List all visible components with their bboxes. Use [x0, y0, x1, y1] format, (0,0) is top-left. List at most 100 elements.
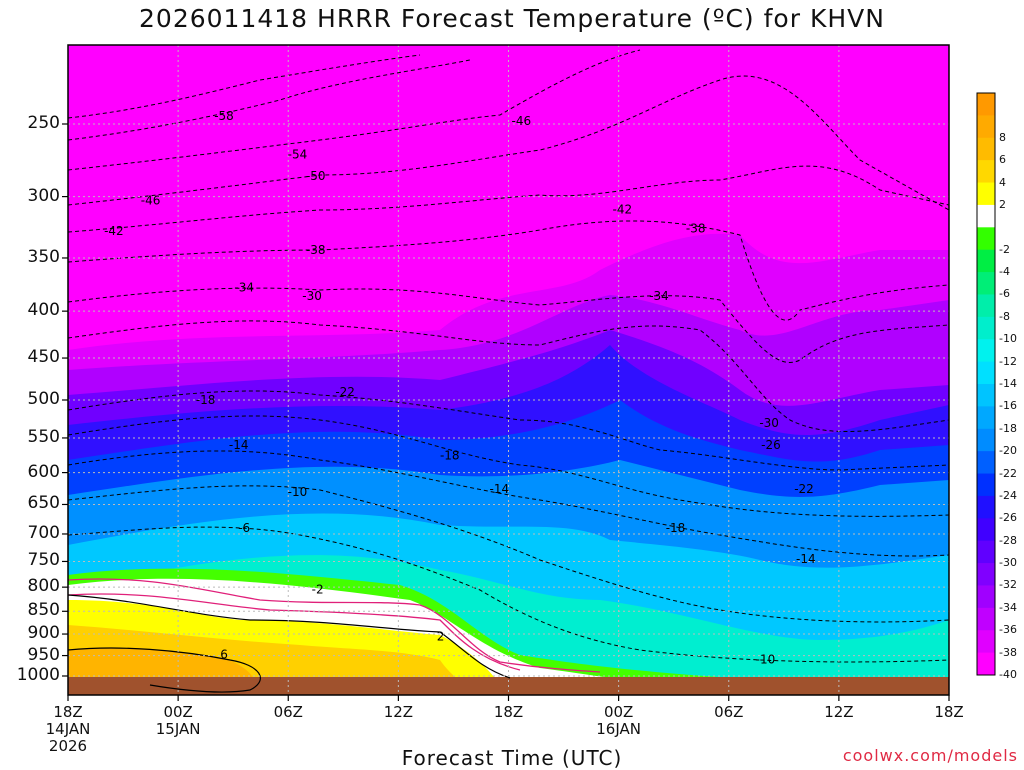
grid-lines [68, 45, 949, 695]
colorbar-label: -12 [999, 354, 1017, 368]
x-tick-label: 00Z 16JAN [579, 704, 659, 738]
plus2-contour [68, 594, 511, 679]
contour-label: -30 [302, 289, 322, 303]
colorbar-label: -38 [999, 645, 1017, 659]
y-tick-label: 550 [27, 426, 60, 447]
credit-link[interactable]: coolwx.com/models [842, 746, 1018, 765]
y-tick-label: 400 [27, 300, 60, 321]
temperature-contours [68, 49, 949, 663]
colorbar-swatch [977, 585, 995, 609]
plus6-contour [68, 647, 261, 693]
y-tick-label: 700 [27, 522, 60, 543]
x-tick-label: 00Z [163, 703, 193, 721]
contour-label: -38 [686, 221, 706, 235]
x-tick-label: 12Z [799, 704, 879, 721]
colorbar-swatch [977, 563, 995, 586]
contour-label: -54 [288, 148, 308, 162]
contour-label: -58 [214, 109, 234, 123]
x-tick-label: 12Z [824, 703, 854, 721]
colorbar-swatch [977, 249, 995, 273]
y-tick-label: 650 [27, 493, 60, 514]
y-tick-label: 750 [27, 550, 60, 571]
freezing-line [68, 578, 601, 673]
contour-label: -42 [612, 203, 632, 217]
x-tick-label: 00Z [603, 703, 634, 721]
colorbar-swatch [977, 406, 995, 430]
colorbar-label: -10 [999, 332, 1017, 346]
colorbar-label: -8 [999, 309, 1010, 323]
colorbar-swatch [977, 294, 995, 318]
contour-label: -14 [229, 438, 249, 452]
colorbar-label: 8 [999, 130, 1006, 144]
y-tick-label: 300 [27, 185, 60, 206]
y-ticks [62, 123, 68, 677]
x-tick-label: 18Z [53, 703, 83, 721]
colorbar-swatch [977, 495, 995, 519]
contour-label: -18 [666, 521, 686, 535]
colorbar-label: -18 [999, 421, 1017, 435]
x-tick-label: 12Z [383, 703, 414, 721]
colorbar-label: -24 [999, 488, 1017, 502]
x-tick-label: 00Z 15JAN [138, 704, 218, 738]
colorbar-label: -40 [999, 668, 1017, 681]
x-tick-label: 18Z [493, 703, 524, 721]
colorbar-label: -26 [999, 511, 1017, 525]
contour-label: -30 [759, 416, 779, 430]
contour-label: -18 [196, 393, 216, 407]
contour-label: -6 [238, 521, 250, 535]
colorbar-frame [976, 92, 996, 676]
colorbar-label: -28 [999, 533, 1017, 547]
colorbar-label: -32 [999, 578, 1017, 592]
contour-label: -14 [796, 552, 816, 566]
colorbar-swatch [977, 115, 995, 139]
colorbar-label: -4 [999, 265, 1010, 279]
contour-label: -42 [104, 224, 124, 238]
y-tick-label: 800 [27, 576, 60, 597]
x-ticks [67, 695, 950, 701]
y-tick-label: 1000 [16, 665, 60, 685]
colorbar-label: -6 [999, 287, 1010, 301]
contour-label: -26 [761, 438, 781, 452]
y-tick-label: 250 [27, 113, 60, 133]
x-tick-label: 06Z [689, 704, 769, 721]
colorbar-label: -14 [999, 377, 1017, 390]
contour-label: -22 [794, 482, 814, 496]
colorbar-swatch [977, 160, 995, 184]
x-tick-label: 06Z [714, 703, 744, 721]
x-tick-label: 12Z [358, 704, 438, 721]
colorbar-swatch [977, 451, 995, 475]
x-tick-sub1: 15JAN [155, 720, 201, 738]
colorbar-label: -20 [999, 444, 1017, 458]
colorbar-label: -34 [999, 600, 1017, 614]
colorbar-label: 4 [999, 175, 1006, 189]
colorbar-label: -36 [999, 623, 1017, 637]
colorbar-swatch [977, 607, 995, 631]
colorbar-swatch [977, 518, 995, 542]
colorbar-label: -2 [999, 242, 1010, 256]
colorbar-swatch [977, 272, 995, 295]
contour-label: -10 [756, 653, 776, 667]
contour-label: -46 [512, 114, 532, 128]
x-tick-sub1: 14JAN [45, 720, 91, 738]
y-tick-label: 950 [27, 644, 60, 665]
contour-label: -34 [234, 281, 254, 295]
x-tick-sub1: 16JAN [596, 720, 641, 738]
colorbar-swatch [977, 540, 995, 564]
colorbar [976, 92, 996, 676]
x-tick-label: 06Z [273, 703, 303, 721]
colorbar-label: -16 [999, 399, 1017, 413]
colorbar-swatch [977, 361, 995, 385]
contour-label: -10 [288, 485, 308, 499]
x-tick-label: 18Z 14JAN 2026 [28, 704, 108, 755]
colorbar-swatch [977, 384, 995, 407]
contour-label: 6 [220, 648, 228, 662]
colorbar-swatch [977, 137, 995, 161]
contour-label: -34 [649, 289, 669, 303]
colorbar-label: 6 [999, 153, 1006, 167]
x-tick-label: 18Z [909, 704, 989, 721]
contour-label: -22 [335, 385, 355, 399]
chart-title: 2026011418 HRRR Forecast Temperature (ºC… [139, 4, 885, 33]
colorbar-swatch [977, 652, 995, 676]
colorbar-swatch [977, 204, 995, 228]
